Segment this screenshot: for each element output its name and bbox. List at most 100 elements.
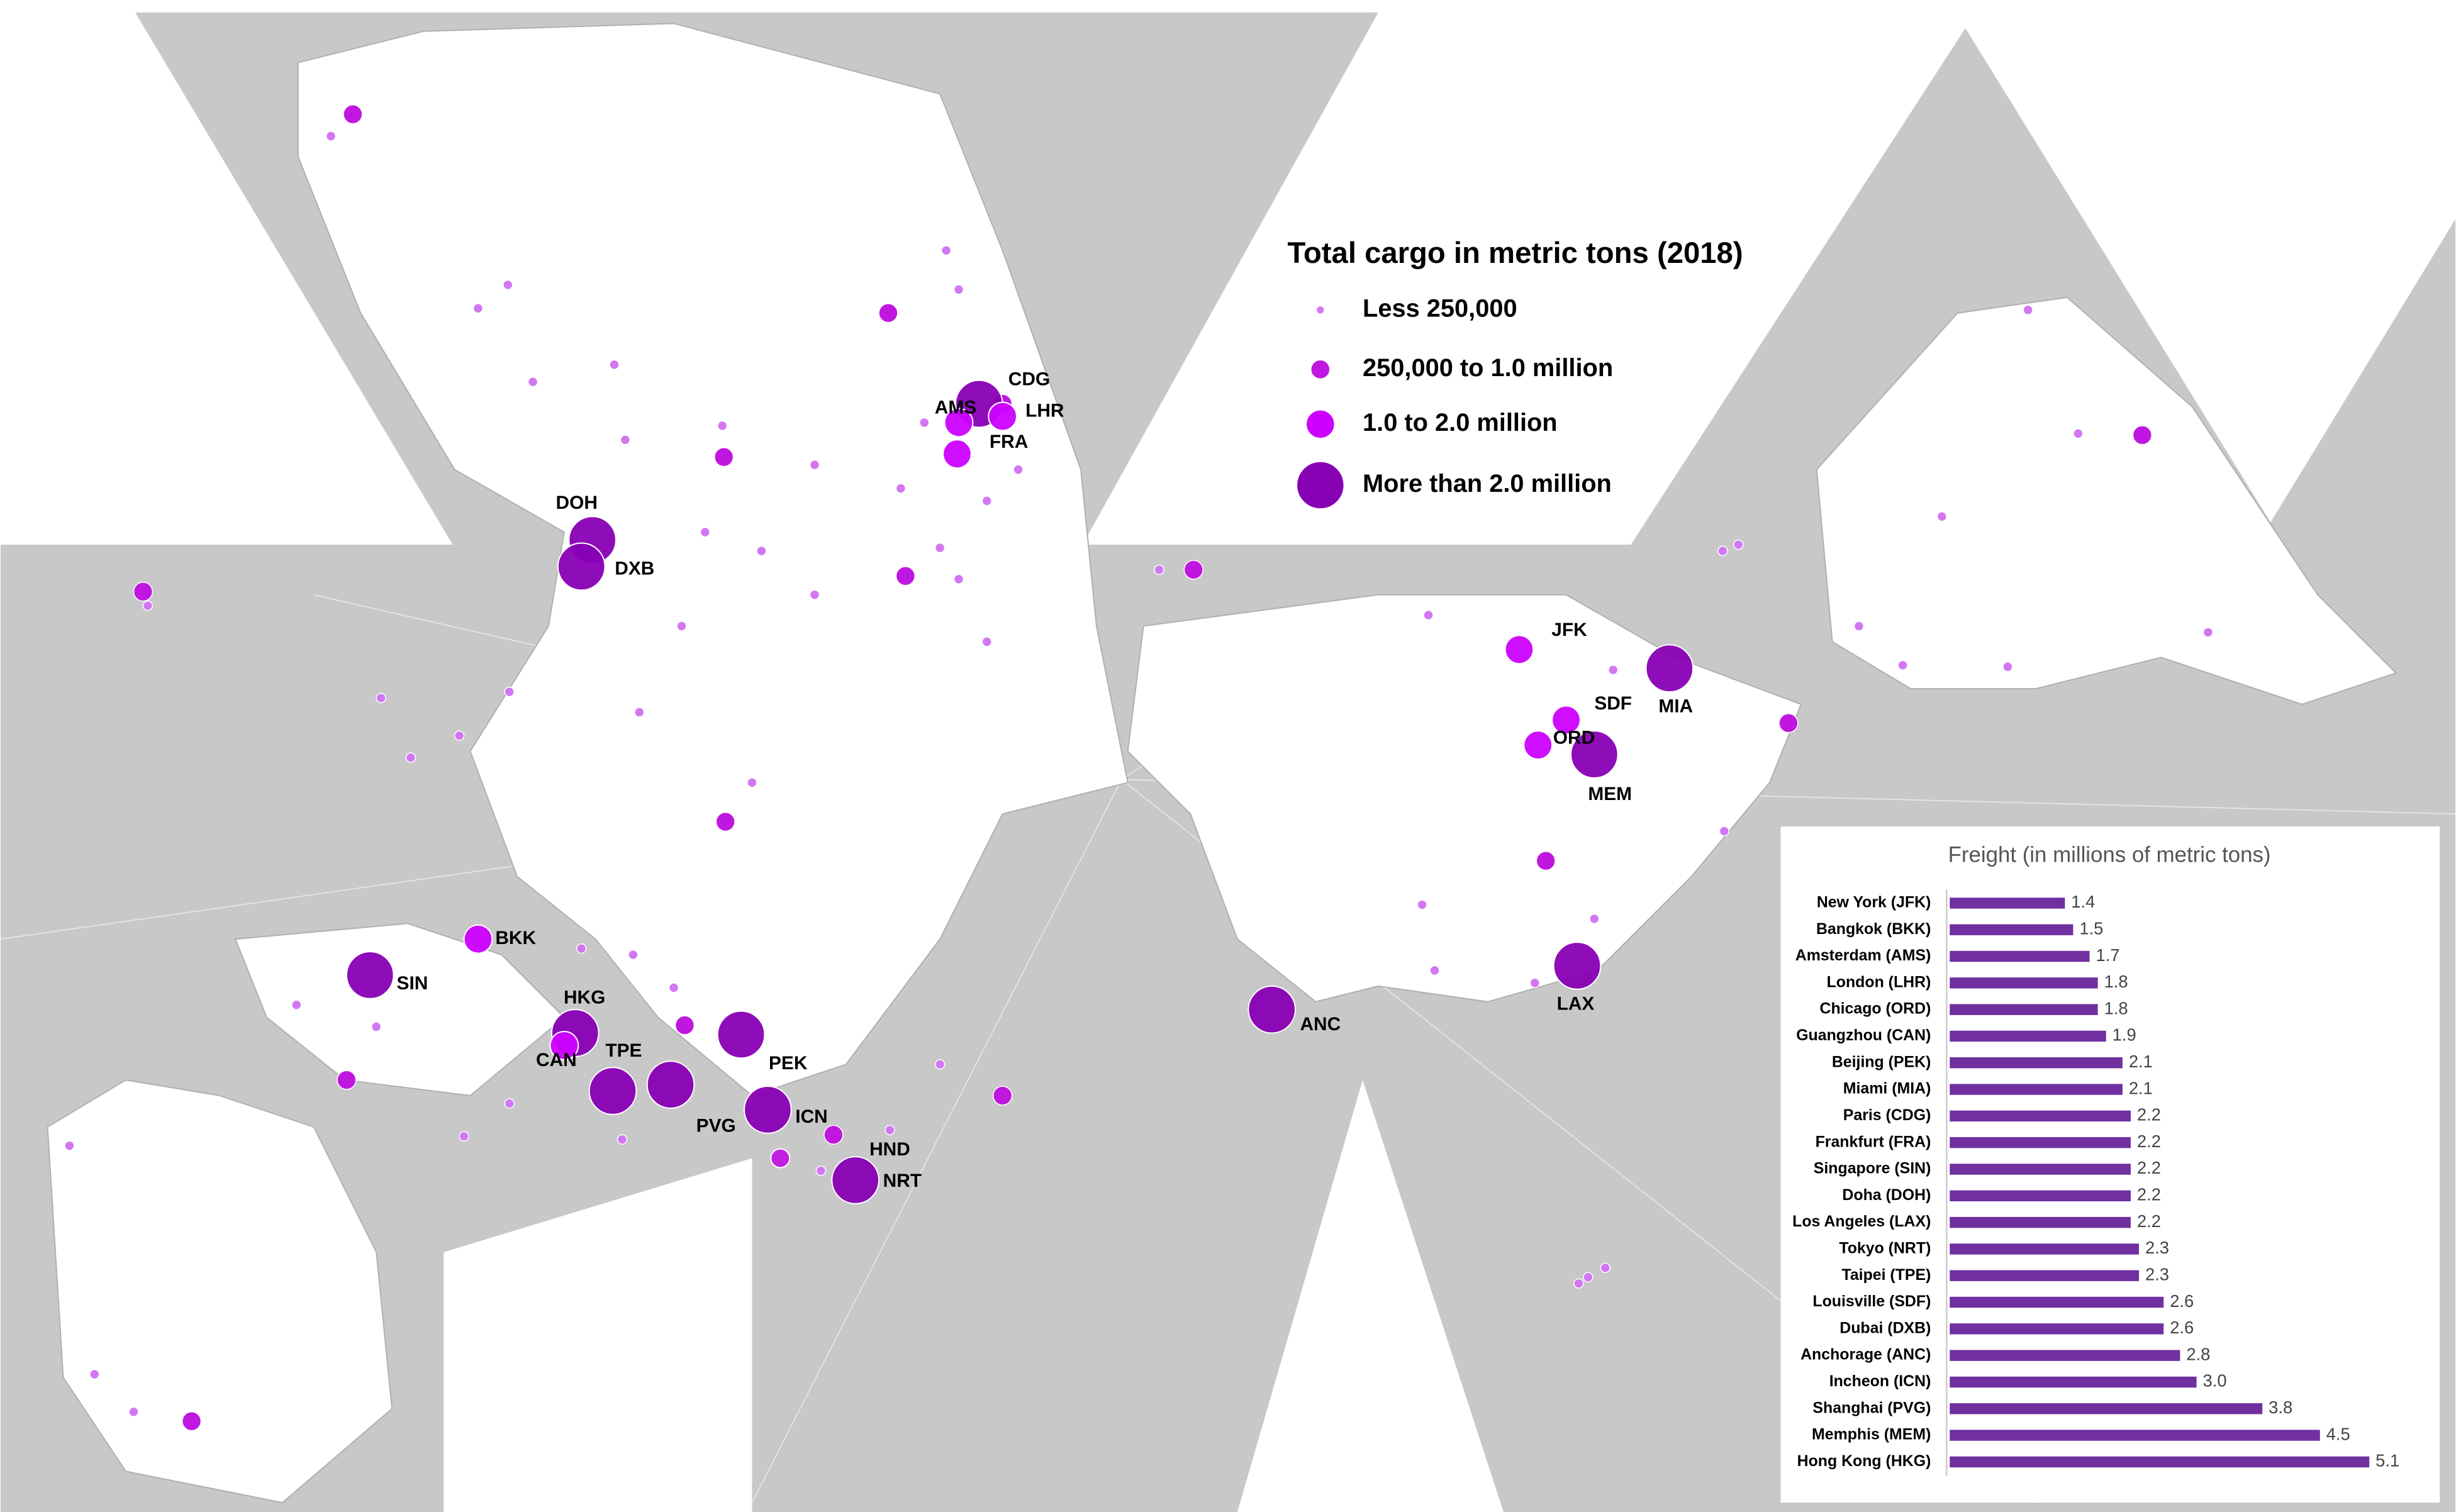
airport-dot xyxy=(133,582,154,602)
airport-dot xyxy=(717,420,728,431)
airport-dot xyxy=(181,1411,202,1431)
airport-dot xyxy=(2202,627,2214,638)
airport-dot xyxy=(981,636,992,647)
category-label: Hong Kong (HKG) xyxy=(1797,1452,1931,1470)
airport-label: ANC xyxy=(1300,1014,1341,1035)
airport-label: TPE xyxy=(605,1040,642,1061)
airport-dot xyxy=(459,1131,469,1142)
airport-marker xyxy=(988,401,1018,431)
bar xyxy=(1950,1323,2164,1335)
airport-dot xyxy=(1013,464,1024,475)
value-label: 1.8 xyxy=(2104,998,2128,1018)
airport-marker xyxy=(831,1156,880,1204)
airport-dot xyxy=(1719,826,1730,837)
airport-labels: DOH DXB CDG AMS LHR FRA JFK SDF MIA ORD MEM LAX ANC B… xyxy=(397,369,1694,1191)
legend-symbol xyxy=(1310,359,1331,379)
airport-dots xyxy=(64,104,2214,1431)
airport-dot xyxy=(700,526,711,538)
bar xyxy=(1950,1190,2131,1202)
airport-label: LHR xyxy=(1025,400,1064,421)
bar xyxy=(1950,1270,2140,1281)
airport-label: ICN xyxy=(795,1106,827,1127)
airport-dot xyxy=(634,707,645,718)
airport-dot xyxy=(1423,609,1434,621)
bar xyxy=(1950,1084,2123,1095)
airport-dot xyxy=(918,417,930,428)
value-label: 2.2 xyxy=(2137,1105,2161,1125)
airport-dot xyxy=(371,1021,382,1032)
category-label: Anchorage (ANC) xyxy=(1800,1346,1931,1364)
airport-dot xyxy=(504,1098,515,1109)
bar xyxy=(1950,1110,2131,1122)
airport-dot xyxy=(89,1369,100,1380)
airport-marker xyxy=(588,1067,637,1115)
category-label: Taipei (TPE) xyxy=(1841,1266,1931,1284)
category-label: Incheon (ICN) xyxy=(1829,1372,1931,1390)
bar-chart: Freight (in millions of metric tons) New… xyxy=(1780,826,2440,1503)
airport-label: SDF xyxy=(1594,693,1632,714)
airport-label: CAN xyxy=(536,1050,577,1070)
airport-dot xyxy=(1936,511,1948,522)
airport-dot xyxy=(1154,564,1164,575)
airport-dot xyxy=(1417,899,1427,910)
airport-label: NRT xyxy=(883,1170,922,1191)
airport-label: AMS xyxy=(935,397,976,418)
value-label: 3.8 xyxy=(2269,1398,2292,1417)
airport-marker xyxy=(646,1060,695,1109)
airport-dot xyxy=(1600,1262,1610,1273)
airport-dot xyxy=(1536,851,1556,871)
value-label: 2.1 xyxy=(2129,1052,2153,1071)
bar xyxy=(1950,977,2098,989)
airport-dot xyxy=(878,303,898,323)
airport-marker xyxy=(770,1148,791,1169)
airport-dot xyxy=(128,1406,139,1417)
airport-label: BKK xyxy=(495,928,536,948)
airport-dot xyxy=(454,730,465,741)
bar xyxy=(1950,950,2090,962)
category-label: Dubai (DXB) xyxy=(1839,1319,1931,1337)
value-label: 2.3 xyxy=(2145,1264,2169,1284)
airport-dot xyxy=(1429,965,1440,976)
airport-dot xyxy=(809,589,820,600)
airport-label: MEM xyxy=(1588,784,1632,804)
legend-symbol xyxy=(1315,305,1325,314)
category-label: Amsterdam (AMS) xyxy=(1795,947,1931,964)
airport-dot xyxy=(527,377,539,387)
value-label: 4.5 xyxy=(2326,1424,2350,1443)
airport-dot xyxy=(1717,545,1728,557)
category-label: Frankfurt (FRA) xyxy=(1816,1133,1931,1150)
value-label: 2.1 xyxy=(2129,1078,2153,1098)
bar xyxy=(1950,1243,2140,1255)
airport-marker xyxy=(1553,942,1602,990)
airport-label: JFK xyxy=(1551,620,1587,640)
value-label: 3.0 xyxy=(2203,1371,2227,1391)
airport-marker xyxy=(1504,635,1534,665)
airport-dot xyxy=(885,1125,895,1135)
airport-dot xyxy=(2132,425,2153,445)
airport-dot xyxy=(674,1015,695,1035)
legend-symbol xyxy=(1305,409,1335,439)
category-label: Miami (MIA) xyxy=(1843,1080,1931,1098)
airport-dot xyxy=(815,1165,827,1176)
category-label: London (LHR) xyxy=(1827,973,1931,991)
bar xyxy=(1950,1296,2164,1308)
airport-dot xyxy=(1583,1272,1594,1282)
bar xyxy=(1950,1164,2131,1175)
airport-dot xyxy=(337,1070,357,1090)
bar xyxy=(1950,1456,2370,1468)
value-label: 2.2 xyxy=(2137,1131,2161,1151)
airport-label: ORD xyxy=(1553,728,1595,748)
airport-dot xyxy=(576,943,587,954)
chart-title: Freight (in millions of metric tons) xyxy=(1948,842,2271,867)
airport-dot xyxy=(64,1140,75,1151)
airport-dot xyxy=(992,1086,1013,1106)
airport-dot xyxy=(2073,428,2084,439)
airport-dot xyxy=(1733,539,1744,550)
value-label: 5.1 xyxy=(2375,1451,2399,1470)
airport-dot xyxy=(1853,621,1865,631)
airport-label: HND xyxy=(869,1139,910,1160)
airport-marker xyxy=(717,1010,766,1059)
legend-label: 250,000 to 1.0 million xyxy=(1363,354,1613,382)
airport-dot xyxy=(823,1125,844,1145)
